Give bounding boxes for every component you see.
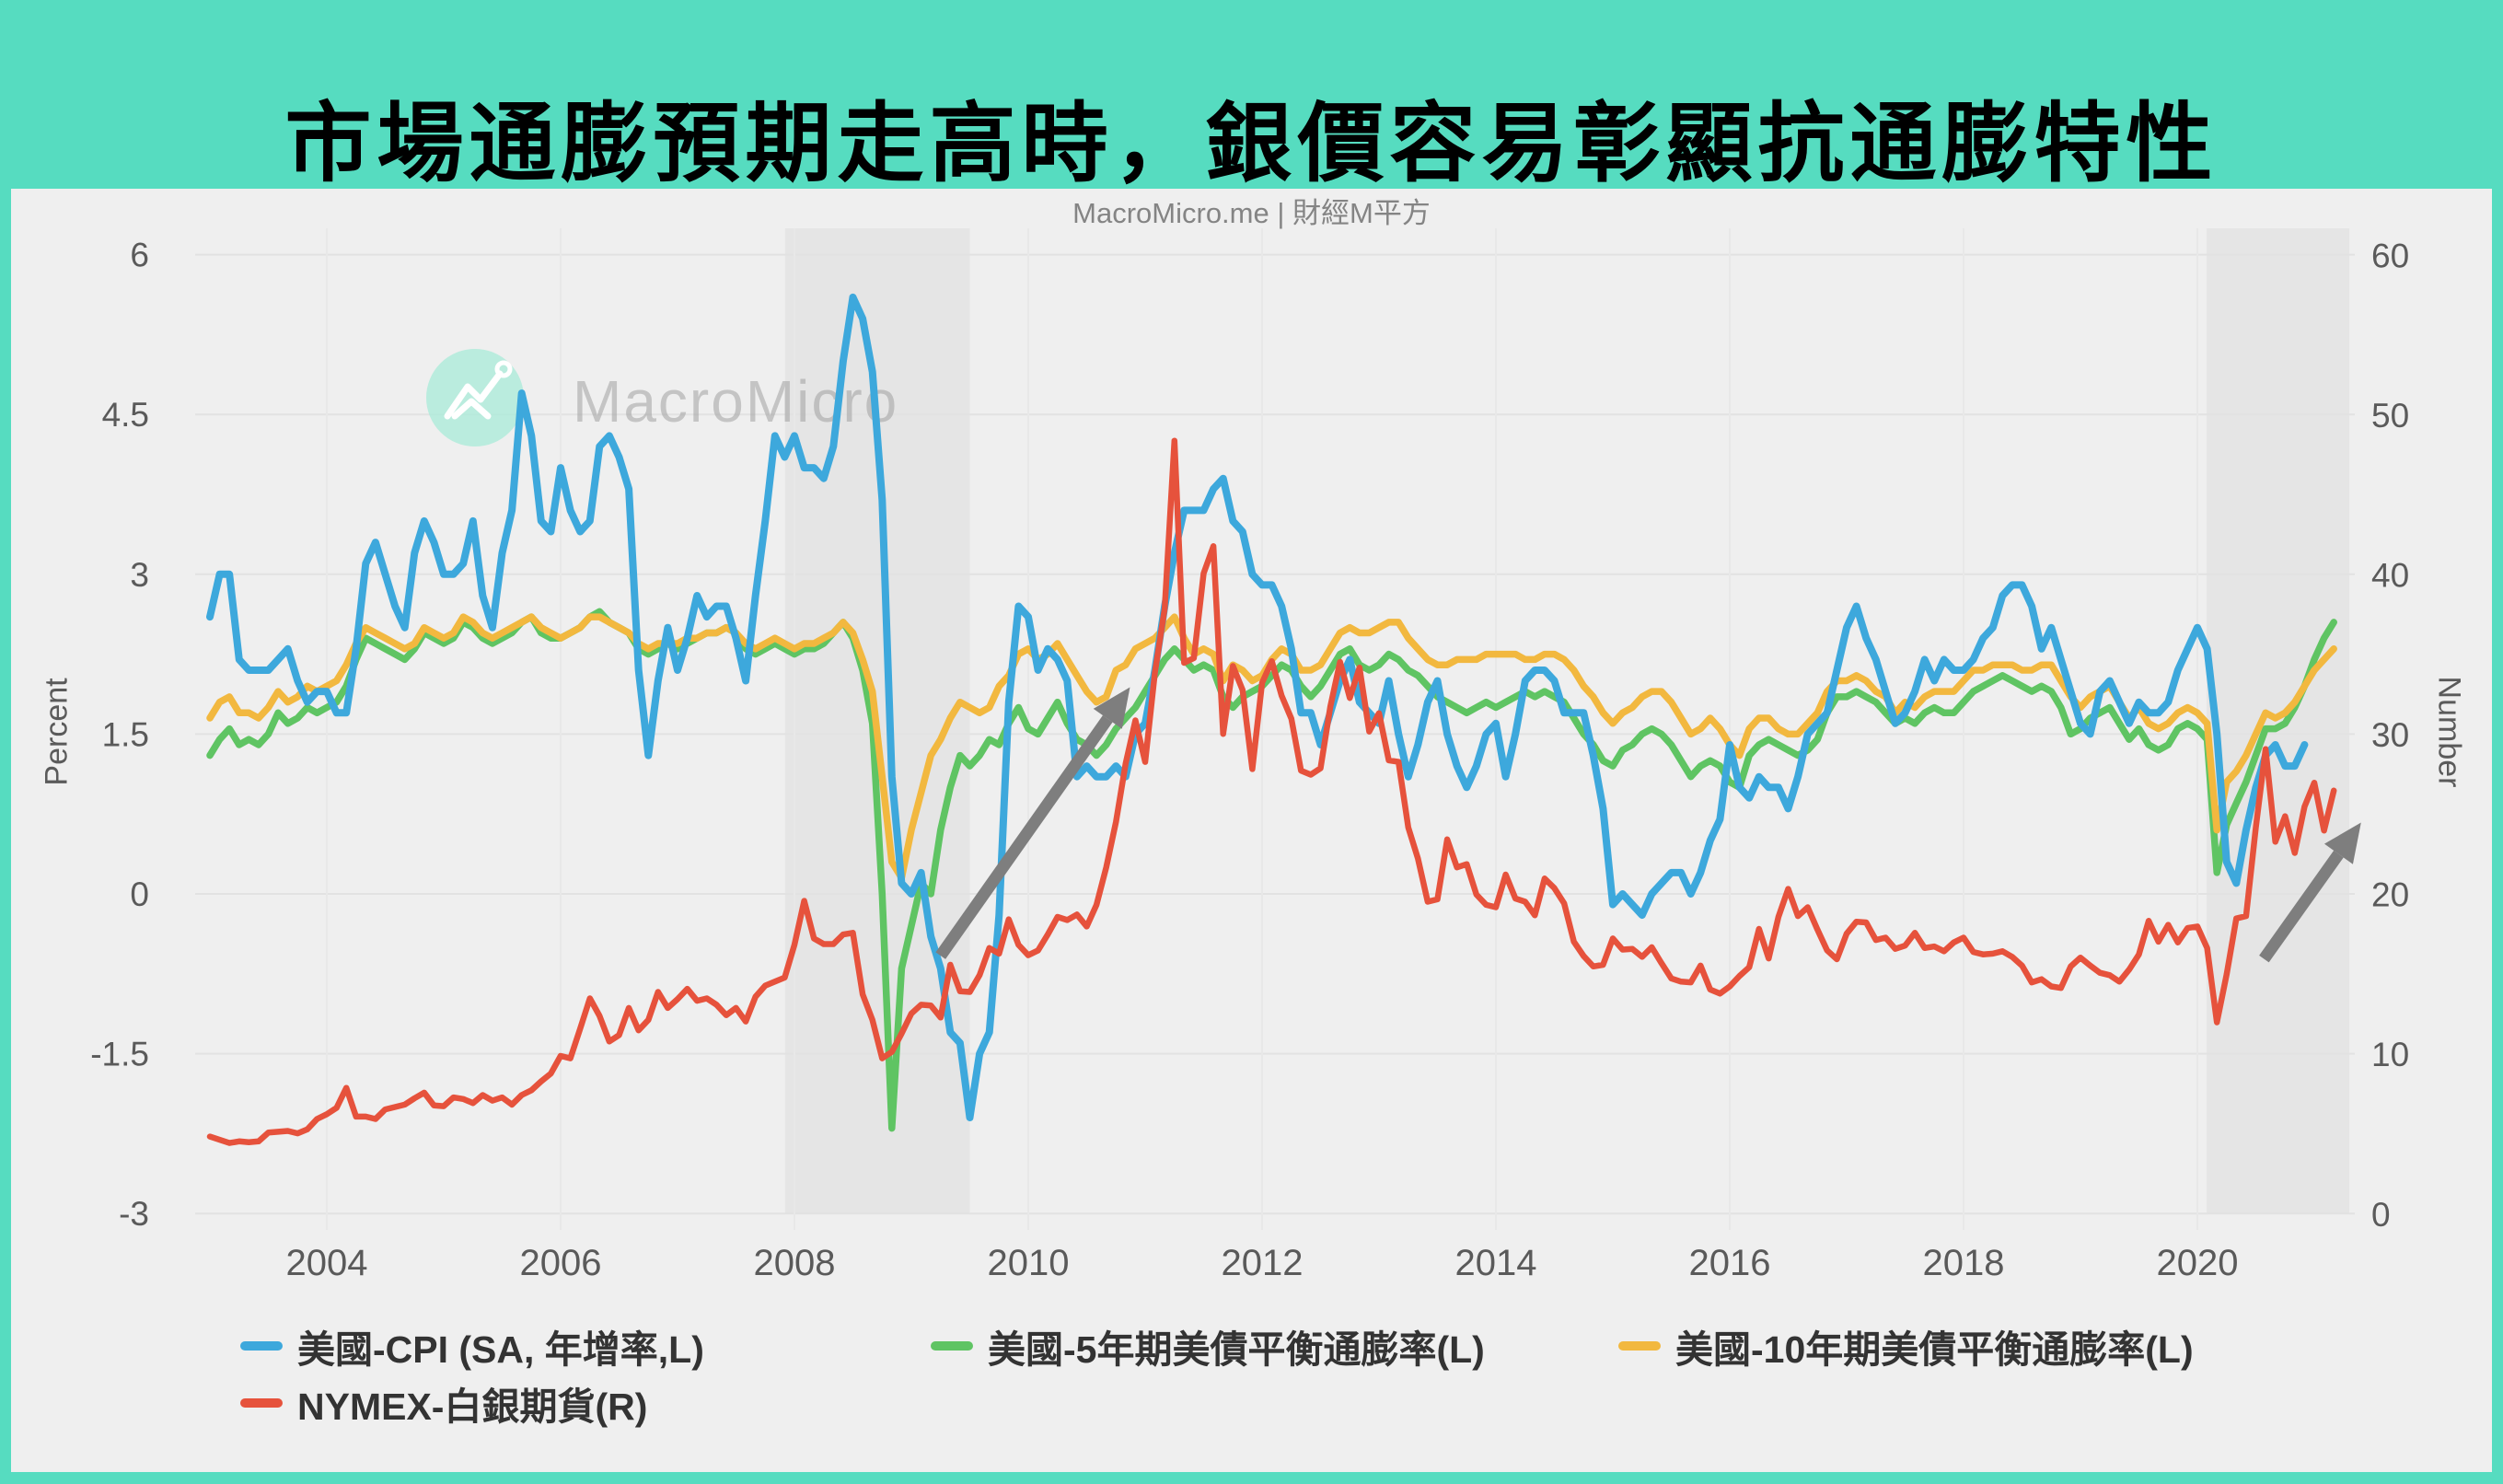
x-axis-tick: 2010 [988, 1243, 1070, 1283]
trend-arrow-shaft [935, 715, 1113, 959]
left-axis-tick: 1.5 [102, 715, 149, 753]
trend-arrow-shaft [2259, 850, 2344, 963]
right-axis-tick: 50 [2371, 397, 2409, 435]
x-axis-tick: 2012 [1222, 1243, 1304, 1283]
left-axis-tick: -3 [119, 1195, 149, 1233]
x-axis-tick: 2006 [520, 1243, 602, 1283]
right-axis-tick: 30 [2371, 716, 2409, 754]
data-series [206, 293, 2337, 1146]
legend-item-silver-futures[interactable]: NYMEX-白銀期貨(R) [240, 1379, 647, 1428]
right-axis-title: Number [2431, 676, 2467, 788]
silver-series-swatch-icon [240, 1398, 283, 1408]
trend-arrows [935, 687, 2361, 963]
left-axis-tick: 6 [130, 237, 149, 274]
legend-label: 美國-5年期美債平衡通膨率(L) [988, 1328, 1485, 1371]
page-title: 市場通膨預期走高時，銀價容易彰顯抗通膨特性 [284, 94, 2219, 191]
right-axis-tick: 0 [2371, 1196, 2391, 1234]
legend-label: NYMEX-白銀期貨(R) [297, 1385, 648, 1428]
legend-item-cpi[interactable]: 美國-CPI (SA, 年增率,L) [240, 1322, 704, 1371]
logo-mountain-line-2 [451, 398, 492, 420]
x-axis-tick: 2008 [754, 1243, 836, 1283]
x-axis-tick: 2014 [1455, 1243, 1537, 1283]
recession-band [2207, 228, 2350, 1214]
left-axis-tick: 0 [130, 875, 149, 913]
breakeven-5y-line [206, 608, 2337, 1132]
trend-arrow-head [1093, 687, 1130, 729]
right-axis-tick: 10 [2371, 1036, 2409, 1073]
legend-label: 美國-CPI (SA, 年增率,L) [297, 1328, 704, 1371]
source-attribution: MacroMicro.me | 財經M平方 [1072, 197, 1431, 229]
cpi-line [206, 293, 2309, 1121]
silver-futures-line [206, 437, 2337, 1146]
breakeven5y-series-swatch-icon [931, 1341, 973, 1351]
breakeven10y-series-swatch-icon [1618, 1341, 1661, 1351]
cpi-series-swatch-icon [240, 1341, 283, 1351]
right-axis-tick: 20 [2371, 876, 2409, 914]
left-axis-title: Percent [39, 678, 75, 786]
logo-mountain-line [444, 370, 504, 420]
watermark-brand-text: MacroMicro [573, 368, 898, 435]
legend-label: 美國-10年期美債平衡通膨率(L) [1675, 1328, 2194, 1371]
logo-dot-icon [494, 360, 513, 378]
legend-item-10y-breakeven[interactable]: 美國-10年期美債平衡通膨率(L) [1618, 1322, 2194, 1371]
x-axis-tick: 2004 [286, 1243, 368, 1283]
right-axis-tick: 60 [2371, 237, 2409, 274]
legend-item-5y-breakeven[interactable]: 美國-5年期美債平衡通膨率(L) [931, 1322, 1485, 1371]
left-axis-tick: 4.5 [102, 396, 149, 434]
breakeven-10y-line [206, 613, 2337, 882]
x-axis-tick: 2020 [2157, 1243, 2239, 1283]
trend-arrow-head [2323, 822, 2361, 864]
x-axis-tick: 2018 [1923, 1243, 2005, 1283]
x-axis-tick: 2016 [1689, 1243, 1771, 1283]
left-axis-tick: 3 [130, 556, 149, 594]
left-axis-tick: -1.5 [90, 1036, 149, 1073]
chart-card [11, 189, 2492, 1472]
right-axis-tick: 40 [2371, 557, 2409, 595]
